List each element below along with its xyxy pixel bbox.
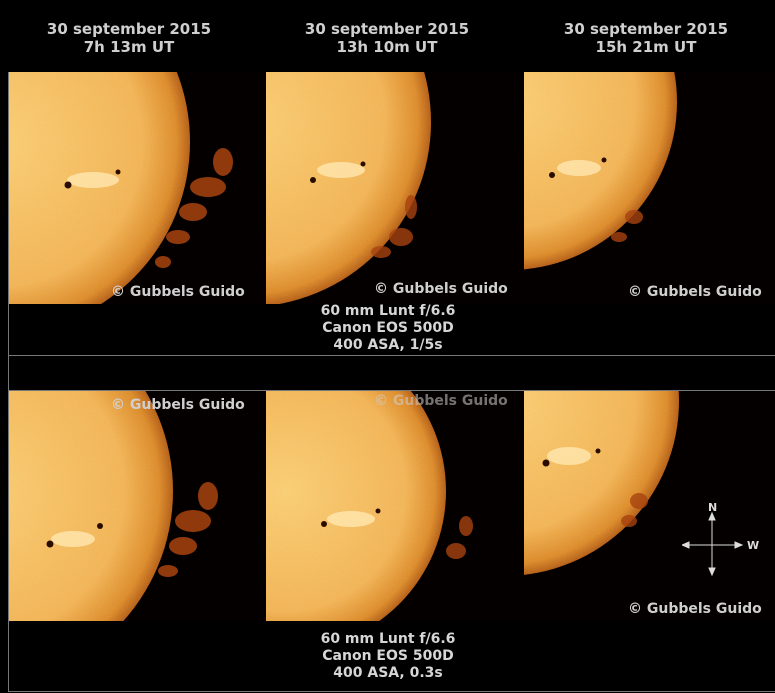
caption-line: Canon EOS 500D bbox=[322, 648, 454, 664]
header-time: 15h 21m UT bbox=[595, 38, 697, 56]
caption-line: 60 mm Lunt f/6.6 bbox=[320, 631, 456, 647]
compass-rose: N W bbox=[680, 501, 767, 580]
sun-image-top-1 bbox=[8, 72, 266, 304]
sun-image-top-2 bbox=[266, 72, 524, 304]
header-date: 30 september 2015 bbox=[46, 20, 212, 38]
copyright-label: © Gubbels Guido bbox=[374, 393, 508, 409]
caption-line: 60 mm Lunt f/6.6 bbox=[320, 303, 456, 319]
header-time: 13h 10m UT bbox=[336, 38, 438, 56]
top-equipment-caption: 60 mm Lunt f/6.6 Canon EOS 500D 400 ASA,… bbox=[258, 303, 518, 354]
caption-line: 400 ASA, 1/5s bbox=[333, 337, 443, 353]
compass-west-label: W bbox=[747, 539, 760, 552]
header-frame-3: 30 september 2015 15h 21m UT bbox=[517, 20, 775, 92]
compass-arrows-icon bbox=[680, 511, 744, 577]
sun-image-bottom-2 bbox=[266, 391, 524, 621]
copyright-label: © Gubbels Guido bbox=[111, 397, 245, 413]
sun-image-bottom-1 bbox=[8, 391, 266, 621]
header-frame-1: 30 september 2015 7h 13m UT bbox=[0, 20, 258, 92]
caption-line: Canon EOS 500D bbox=[322, 320, 454, 336]
header-time: 7h 13m UT bbox=[83, 38, 175, 56]
header-date: 30 september 2015 bbox=[563, 20, 729, 38]
copyright-label: © Gubbels Guido bbox=[374, 281, 508, 297]
copyright-label: © Gubbels Guido bbox=[628, 601, 762, 617]
bottom-equipment-caption: 60 mm Lunt f/6.6 Canon EOS 500D 400 ASA,… bbox=[258, 631, 518, 682]
frame-border bbox=[8, 72, 9, 692]
sun-image-bottom-3 bbox=[524, 391, 775, 621]
frame-border bbox=[8, 691, 775, 692]
copyright-label: © Gubbels Guido bbox=[111, 284, 245, 300]
copyright-label: © Gubbels Guido bbox=[628, 284, 762, 300]
sun-image-top-3 bbox=[524, 72, 775, 304]
header-date: 30 september 2015 bbox=[304, 20, 470, 38]
header-frame-2: 30 september 2015 13h 10m UT bbox=[258, 20, 516, 92]
divider bbox=[8, 355, 775, 356]
caption-line: 400 ASA, 0.3s bbox=[333, 665, 443, 681]
compass-north-label: N bbox=[708, 501, 718, 514]
